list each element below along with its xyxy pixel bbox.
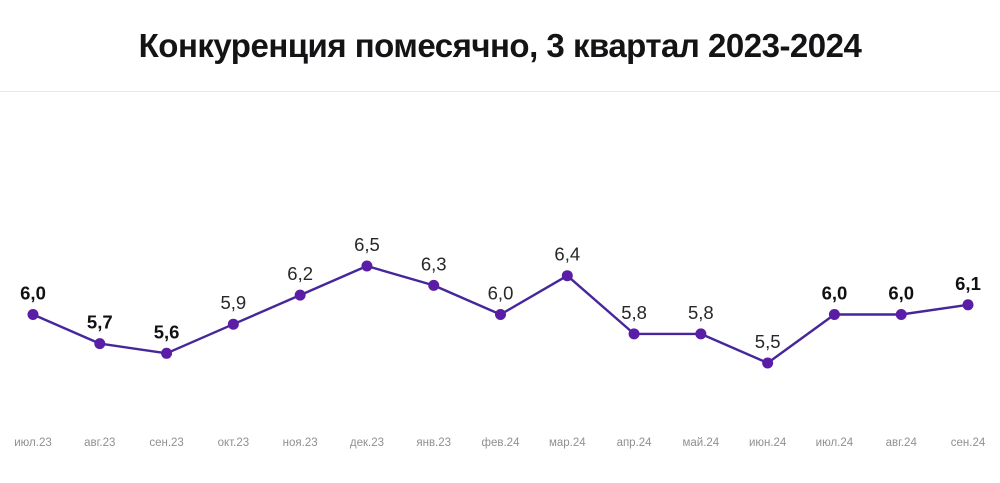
data-point-label: 5,8 bbox=[621, 302, 647, 323]
data-point-label: 5,8 bbox=[688, 302, 714, 323]
data-point bbox=[828, 309, 840, 320]
data-point-label: 5,5 bbox=[755, 331, 781, 352]
data-point bbox=[962, 299, 974, 311]
x-axis-label: июн.24 bbox=[749, 437, 787, 449]
x-axis-label: июл.23 bbox=[14, 437, 52, 449]
data-point-label: 6,5 bbox=[354, 234, 380, 255]
data-point-label: 5,9 bbox=[220, 292, 246, 313]
data-point-label: 6,4 bbox=[554, 244, 580, 265]
chart-title: Конкуренция помесячно, 3 квартал 2023-20… bbox=[138, 26, 862, 64]
chart-header: Конкуренция помесячно, 3 квартал 2023-20… bbox=[0, 0, 1000, 92]
data-point bbox=[561, 270, 573, 282]
x-axis-label: мар.24 bbox=[549, 437, 586, 449]
data-point-label: 6,0 bbox=[20, 283, 46, 304]
data-point bbox=[27, 309, 39, 320]
data-point-label: 5,6 bbox=[154, 321, 180, 342]
data-point bbox=[294, 289, 306, 301]
x-axis-label: сен.24 bbox=[951, 437, 986, 449]
data-point-label: 6,0 bbox=[888, 283, 914, 304]
data-point bbox=[495, 309, 506, 320]
data-point-label: 6,2 bbox=[287, 263, 313, 284]
x-axis-label: июл.24 bbox=[816, 437, 854, 449]
data-point bbox=[762, 357, 774, 369]
data-point-label: 6,0 bbox=[822, 283, 848, 304]
data-point-label: 5,7 bbox=[87, 312, 113, 333]
x-axis-label: дек.23 bbox=[350, 437, 384, 449]
data-point bbox=[695, 328, 707, 340]
x-axis-label: авг.24 bbox=[886, 437, 918, 449]
data-point bbox=[361, 260, 373, 272]
data-point-label: 6,3 bbox=[421, 253, 447, 274]
data-point bbox=[628, 328, 640, 340]
x-axis-label: ноя.23 bbox=[283, 437, 318, 449]
x-axis-label: фев.24 bbox=[482, 437, 521, 449]
x-axis-label: янв.23 bbox=[416, 437, 451, 449]
x-axis-label: авг.23 bbox=[84, 437, 115, 449]
data-point bbox=[227, 318, 239, 330]
x-axis-label: май.24 bbox=[682, 437, 719, 449]
data-point-label: 6,1 bbox=[955, 273, 981, 294]
x-axis-label: апр.24 bbox=[617, 437, 653, 449]
data-point bbox=[895, 309, 907, 320]
data-point bbox=[94, 338, 106, 350]
x-axis-label: окт.23 bbox=[218, 437, 250, 449]
data-point-label: 6,0 bbox=[488, 283, 514, 304]
x-axis-label: сен.23 bbox=[149, 437, 183, 449]
data-point bbox=[428, 279, 440, 291]
data-point bbox=[161, 347, 173, 359]
